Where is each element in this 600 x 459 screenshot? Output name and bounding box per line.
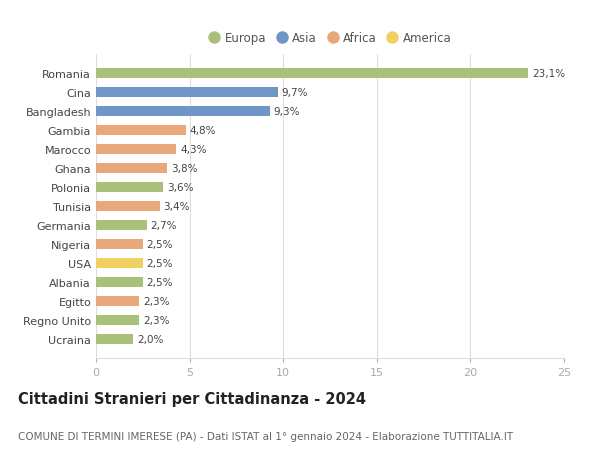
Bar xyxy=(96,258,143,269)
Text: 4,8%: 4,8% xyxy=(190,126,216,136)
Text: 3,8%: 3,8% xyxy=(171,164,197,174)
Text: 4,3%: 4,3% xyxy=(180,145,207,155)
Bar xyxy=(96,126,186,136)
Text: 2,3%: 2,3% xyxy=(143,296,169,306)
Bar xyxy=(96,220,146,231)
Bar xyxy=(96,315,139,325)
Text: 23,1%: 23,1% xyxy=(532,69,565,79)
Bar xyxy=(96,69,529,79)
Bar xyxy=(96,163,167,174)
Bar xyxy=(96,277,143,287)
Text: 2,5%: 2,5% xyxy=(146,277,173,287)
Bar xyxy=(96,145,176,155)
Text: 2,5%: 2,5% xyxy=(146,258,173,269)
Text: Cittadini Stranieri per Cittadinanza - 2024: Cittadini Stranieri per Cittadinanza - 2… xyxy=(18,391,366,406)
Bar xyxy=(96,182,163,193)
Text: 9,3%: 9,3% xyxy=(274,107,301,117)
Bar xyxy=(96,296,139,307)
Bar xyxy=(96,239,143,250)
Bar xyxy=(96,106,270,117)
Text: 3,4%: 3,4% xyxy=(163,202,190,212)
Text: 2,0%: 2,0% xyxy=(137,334,164,344)
Bar xyxy=(96,88,278,98)
Text: COMUNE DI TERMINI IMERESE (PA) - Dati ISTAT al 1° gennaio 2024 - Elaborazione TU: COMUNE DI TERMINI IMERESE (PA) - Dati IS… xyxy=(18,431,513,441)
Legend: Europa, Asia, Africa, America: Europa, Asia, Africa, America xyxy=(203,28,457,50)
Text: 2,7%: 2,7% xyxy=(150,220,177,230)
Text: 2,5%: 2,5% xyxy=(146,240,173,249)
Text: 9,7%: 9,7% xyxy=(281,88,308,98)
Text: 3,6%: 3,6% xyxy=(167,183,194,193)
Bar xyxy=(96,202,160,212)
Bar xyxy=(96,334,133,344)
Text: 2,3%: 2,3% xyxy=(143,315,169,325)
